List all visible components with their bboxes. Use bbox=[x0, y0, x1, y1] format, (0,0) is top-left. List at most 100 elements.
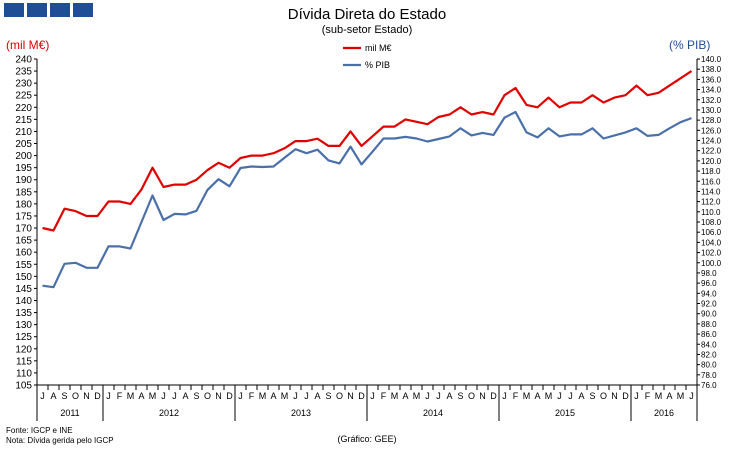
left-tick-label: 240 bbox=[15, 55, 32, 66]
month-label: J bbox=[557, 391, 562, 401]
right-tick-label: 94.0 bbox=[701, 289, 717, 298]
month-label: J bbox=[106, 391, 111, 401]
right-tick-label: 138.0 bbox=[701, 65, 722, 74]
month-label: J bbox=[172, 391, 177, 401]
month-label: A bbox=[578, 391, 584, 401]
left-tick-label: 190 bbox=[15, 175, 32, 186]
month-label: S bbox=[589, 391, 595, 401]
month-label: O bbox=[600, 391, 607, 401]
month-label: M bbox=[391, 391, 399, 401]
month-label: D bbox=[358, 391, 365, 401]
month-label: M bbox=[149, 391, 157, 401]
left-tick-label: 200 bbox=[15, 151, 32, 162]
month-label: M bbox=[413, 391, 421, 401]
logo-block-1 bbox=[4, 3, 24, 17]
month-label: F bbox=[117, 391, 123, 401]
month-label: J bbox=[568, 391, 573, 401]
right-tick-label: 128.0 bbox=[701, 116, 722, 125]
month-label: J bbox=[436, 391, 441, 401]
right-tick-label: 84.0 bbox=[701, 340, 717, 349]
right-tick-label: 104.0 bbox=[701, 238, 722, 247]
month-label: S bbox=[61, 391, 67, 401]
right-tick-label: 86.0 bbox=[701, 330, 717, 339]
right-tick-label: 118.0 bbox=[701, 167, 721, 176]
left-tick-label: 115 bbox=[16, 356, 32, 367]
month-label: O bbox=[336, 391, 343, 401]
left-tick-label: 160 bbox=[15, 248, 32, 259]
year-label: 2012 bbox=[159, 408, 179, 418]
right-tick-label: 116.0 bbox=[701, 177, 721, 186]
month-label: A bbox=[182, 391, 188, 401]
right-tick-label: 134.0 bbox=[701, 86, 722, 95]
month-label: A bbox=[50, 391, 56, 401]
month-label: M bbox=[259, 391, 267, 401]
month-label: F bbox=[249, 391, 255, 401]
logo-block-3 bbox=[50, 3, 70, 17]
series-line-pct-pib bbox=[42, 110, 692, 289]
right-tick-label: 136.0 bbox=[701, 75, 722, 84]
right-tick-label: 98.0 bbox=[701, 269, 717, 278]
left-tick-label: 180 bbox=[15, 199, 32, 210]
month-label: J bbox=[238, 391, 243, 401]
chart-credit: (Gráfico: GEE) bbox=[337, 434, 397, 444]
month-label: D bbox=[490, 391, 497, 401]
month-label: J bbox=[304, 391, 309, 401]
left-tick-label: 155 bbox=[15, 260, 32, 271]
left-tick-label: 120 bbox=[15, 344, 32, 355]
month-label: N bbox=[215, 391, 222, 401]
month-label: A bbox=[666, 391, 672, 401]
month-label: N bbox=[347, 391, 354, 401]
right-tick-label: 82.0 bbox=[701, 350, 717, 359]
right-tick-label: 126.0 bbox=[701, 126, 722, 135]
left-tick-label: 215 bbox=[15, 115, 32, 126]
year-label: 2016 bbox=[654, 408, 674, 418]
right-tick-label: 124.0 bbox=[701, 137, 722, 146]
right-tick-label: 110.0 bbox=[701, 208, 721, 217]
logo-block-2 bbox=[27, 3, 47, 17]
month-label: A bbox=[138, 391, 144, 401]
month-label: O bbox=[204, 391, 211, 401]
chart-subtitle: (sub-setor Estado) bbox=[321, 24, 413, 36]
month-label: S bbox=[325, 391, 331, 401]
left-tick-label: 205 bbox=[15, 139, 32, 150]
right-tick-label: 90.0 bbox=[701, 310, 717, 319]
source-note: Fonte: IGCP e INE bbox=[6, 426, 73, 435]
right-tick-label: 78.0 bbox=[701, 371, 717, 380]
month-label: J bbox=[293, 391, 298, 401]
right-tick-label: 114.0 bbox=[701, 187, 721, 196]
legend-label: mil M€ bbox=[365, 43, 392, 53]
left-tick-label: 175 bbox=[15, 211, 32, 222]
left-tick-label: 210 bbox=[15, 127, 32, 138]
month-label: F bbox=[513, 391, 519, 401]
year-label: 2014 bbox=[423, 408, 443, 418]
right-tick-label: 108.0 bbox=[701, 218, 722, 227]
left-tick-label: 130 bbox=[15, 320, 32, 331]
month-label: A bbox=[534, 391, 540, 401]
month-label: J bbox=[634, 391, 639, 401]
month-label: M bbox=[655, 391, 663, 401]
left-tick-label: 225 bbox=[15, 91, 32, 102]
month-label: S bbox=[193, 391, 199, 401]
left-tick-label: 125 bbox=[15, 332, 32, 343]
right-tick-label: 88.0 bbox=[701, 320, 717, 329]
chart-title: Dívida Direta do Estado bbox=[287, 6, 447, 23]
left-tick-label: 195 bbox=[15, 163, 32, 174]
legend-label: % PIB bbox=[365, 60, 390, 70]
right-tick-label: 112.0 bbox=[701, 198, 721, 207]
month-label: M bbox=[281, 391, 289, 401]
right-tick-label: 76.0 bbox=[701, 381, 717, 390]
month-label: J bbox=[370, 391, 375, 401]
left-tick-label: 135 bbox=[15, 308, 32, 319]
left-axis-label: (mil M€) bbox=[6, 38, 50, 52]
left-tick-label: 170 bbox=[15, 224, 32, 235]
left-tick-label: 235 bbox=[15, 67, 32, 78]
logo-block-4 bbox=[73, 3, 93, 17]
left-tick-label: 220 bbox=[15, 103, 32, 114]
month-label: N bbox=[611, 391, 618, 401]
month-label: J bbox=[40, 391, 45, 401]
month-label: M bbox=[523, 391, 531, 401]
month-label: D bbox=[94, 391, 101, 401]
month-label: J bbox=[425, 391, 430, 401]
left-tick-label: 185 bbox=[15, 187, 32, 198]
month-label: A bbox=[446, 391, 452, 401]
